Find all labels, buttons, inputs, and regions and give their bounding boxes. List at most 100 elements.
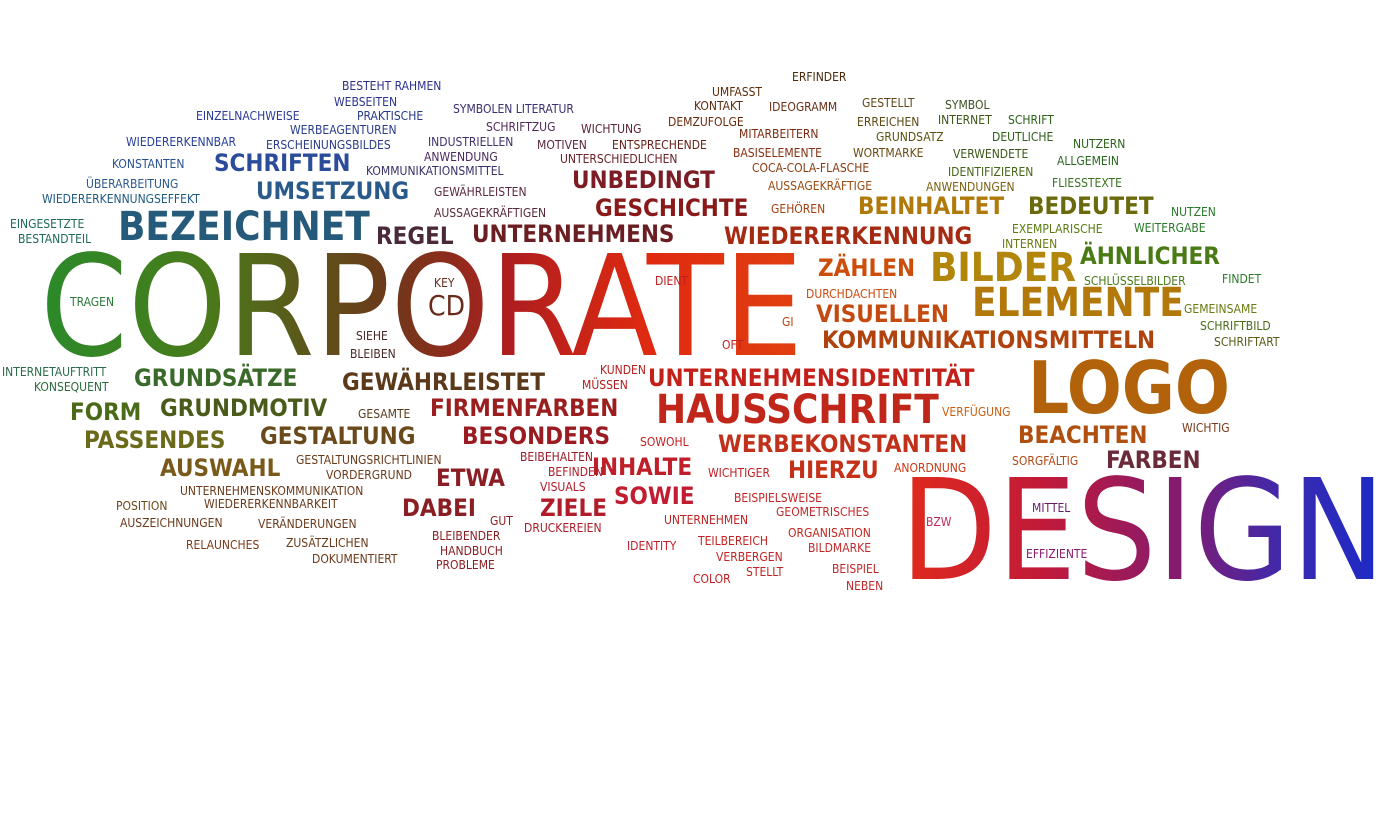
cloud-word: GI	[782, 315, 794, 329]
cloud-word: HANDBUCH	[440, 544, 503, 558]
cloud-word: EFFIZIENTE	[1026, 547, 1088, 561]
cloud-word: BEIBEHALTEN	[520, 450, 593, 464]
cloud-word: GESAMTE	[358, 407, 411, 421]
cloud-word: ERREICHEN	[857, 115, 920, 129]
cloud-word: REGEL	[376, 222, 454, 250]
cloud-word: EINZELNACHWEISE	[196, 109, 300, 123]
cloud-word: ÄHNLICHER	[1080, 242, 1220, 270]
cloud-word: VORDERGRUND	[326, 468, 412, 482]
cloud-word: KEY	[434, 276, 455, 290]
cloud-word: AUSWAHL	[160, 454, 281, 482]
cloud-word: SYMBOLEN LITERATUR	[453, 102, 574, 116]
cloud-word: WEITERGABE	[1134, 221, 1206, 235]
cloud-word: WICHTIG	[1182, 421, 1230, 435]
cloud-word: ZIELE	[540, 494, 607, 522]
cloud-word: FARBEN	[1106, 446, 1201, 474]
cloud-word: IDEOGRAMM	[769, 100, 838, 114]
cloud-word: PRAKTISCHE	[357, 109, 424, 123]
cloud-word: SORGFÄLTIG	[1012, 454, 1079, 468]
cloud-word: UNTERSCHIEDLICHEN	[560, 152, 678, 166]
cloud-word: AUSSAGEKRÄFTIGE	[768, 179, 873, 193]
cloud-word: PROBLEME	[436, 558, 495, 572]
cloud-word: WICHTUNG	[581, 122, 642, 136]
cloud-word: LOGO	[1028, 346, 1230, 430]
cloud-word: PASSENDES	[84, 426, 226, 454]
cloud-word: DABEI	[402, 494, 476, 522]
cloud-word: ORGANISATION	[788, 526, 871, 540]
cloud-word: GEWÄHRLEISTET	[342, 368, 545, 396]
cloud-word: BILDMARKE	[808, 541, 872, 555]
cloud-word: STELLT	[746, 565, 784, 579]
cloud-word: VERWENDETE	[953, 147, 1029, 161]
cloud-word: BEDEUTET	[1028, 192, 1154, 220]
cloud-word: WERBEKONSTANTEN	[718, 430, 968, 458]
cloud-word: GESTELLT	[862, 96, 915, 110]
cloud-word: FLIESSTEXTE	[1052, 176, 1122, 190]
cloud-word: GRUNDSATZ	[876, 130, 944, 144]
cloud-word: IDENTITY	[627, 539, 677, 553]
cloud-word: OFT	[722, 338, 744, 352]
cloud-word: KONTAKT	[694, 99, 743, 113]
cloud-word: SCHRIFTZUG	[486, 120, 556, 134]
cloud-word: FORM	[70, 398, 142, 426]
cloud-word: DOKUMENTIERT	[312, 552, 398, 566]
cloud-word: TRAGEN	[70, 295, 115, 309]
cloud-word: COCA-COLA-FLASCHE	[752, 161, 870, 175]
cloud-word: BESTEHT RAHMEN	[342, 79, 442, 93]
cloud-word: MÜSSEN	[582, 378, 628, 392]
cloud-word: UNTERNEHMENS	[472, 220, 675, 248]
cloud-word: ANWENDUNGEN	[926, 180, 1015, 194]
cloud-word: INTERNEN	[1002, 237, 1058, 251]
cloud-word: VERFÜGUNG	[942, 405, 1011, 419]
cloud-word: ANWENDUNG	[424, 150, 498, 164]
cloud-word: ETWA	[436, 464, 505, 492]
cloud-word: GRUNDMOTIV	[160, 394, 328, 422]
cloud-word: WIEDERERKENNUNGSEFFEKT	[42, 192, 200, 206]
cloud-word: SOWOHL	[640, 435, 689, 449]
cloud-word: BILDER	[930, 245, 1076, 291]
cloud-word: ANORDNUNG	[894, 462, 966, 474]
cloud-word: EINGESETZTE	[10, 217, 85, 231]
cloud-word: GEOMETRISCHES	[776, 505, 870, 519]
cloud-word: WEBSEITEN	[334, 95, 398, 109]
cloud-word: FIRMENFARBEN	[430, 394, 619, 422]
cloud-word: UNBEDINGT	[572, 166, 715, 194]
cloud-word: MITTEL	[1032, 501, 1071, 515]
cloud-word: SOWIE	[614, 482, 695, 510]
cloud-word: IDENTIFIZIEREN	[948, 165, 1034, 179]
cloud-word: BZW	[926, 515, 952, 529]
cloud-word: BEZEICHNET	[118, 204, 370, 250]
cloud-word: ERSCHEINUNGSBILDES	[266, 138, 391, 152]
cloud-word: POSITION	[116, 499, 168, 513]
cloud-word: AUSZEICHNUNGEN	[120, 516, 223, 530]
cloud-word: INTERNET	[938, 113, 992, 127]
cloud-word: BESONDERS	[462, 422, 611, 450]
cloud-word: GEWÄHRLEISTEN	[434, 185, 527, 199]
cloud-word: NEBEN	[846, 579, 884, 593]
cloud-word: DEUTLICHE	[992, 130, 1054, 144]
cloud-word: ENTSPRECHENDE	[612, 138, 707, 152]
cloud-word: KOMMUNIKATIONSMITTELN	[822, 326, 1156, 354]
cloud-word: ÜBERARBEITUNG	[86, 177, 179, 191]
cloud-word: MOTIVEN	[537, 138, 587, 152]
cloud-word: BESTANDTEIL	[18, 233, 91, 245]
cloud-word: GESTALTUNG	[260, 422, 416, 450]
cloud-word: GEMEINSAME	[1184, 302, 1258, 316]
cloud-word: VERÄNDERUNGEN	[258, 517, 357, 531]
cloud-word: GUT	[490, 514, 513, 528]
cloud-word: SCHLÜSSELBILDER	[1084, 274, 1186, 288]
cloud-word: CD	[428, 289, 465, 322]
cloud-word: NUTZEN	[1171, 205, 1216, 219]
cloud-word: SCHRIFTBILD	[1200, 319, 1271, 333]
cloud-word: HIERZU	[788, 456, 879, 484]
cloud-word: GESCHICHTE	[595, 194, 749, 222]
cloud-word: KONSEQUENT	[34, 380, 109, 394]
cloud-word: DRUCKEREIEN	[524, 521, 602, 535]
cloud-word: ALLGEMEIN	[1057, 154, 1119, 168]
cloud-word: KOMMUNIKATIONSMITTEL	[366, 164, 504, 178]
cloud-word: WORTMARKE	[853, 146, 924, 160]
cloud-word: BLEIBENDER	[432, 529, 501, 543]
cloud-word: SIEHE	[356, 329, 388, 343]
cloud-word: KUNDEN	[600, 363, 646, 377]
cloud-word: SCHRIFTART	[1214, 335, 1280, 349]
